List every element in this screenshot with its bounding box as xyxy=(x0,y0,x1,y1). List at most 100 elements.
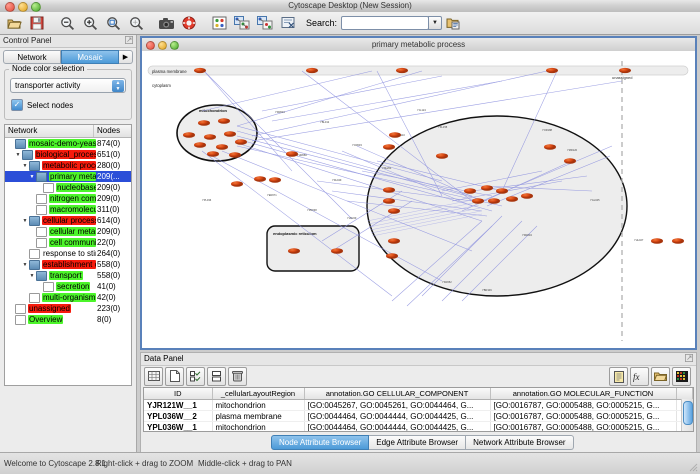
import-table-button[interactable] xyxy=(651,367,670,386)
lifesaver-icon xyxy=(182,16,196,30)
magnifier-minus-icon xyxy=(60,16,74,30)
attribute-table-body: YJR121W__1 mitochondrion [GO:0045267, GO:0… xyxy=(144,399,693,431)
resize-grip-icon[interactable] xyxy=(689,463,698,472)
tree-row[interactable]: ▼ primary metabolic process209(... xyxy=(5,171,131,182)
function-builder-button[interactable]: fx xyxy=(630,367,649,386)
tab-mosaic[interactable]: Mosaic xyxy=(61,50,119,64)
scrollbar-thumb[interactable] xyxy=(683,401,693,425)
tree-row[interactable]: ▼ transport 558(0) xyxy=(5,270,131,281)
tree-row-name: response to stimulus xyxy=(5,248,96,259)
tree-row[interactable]: Overview 8(0) xyxy=(5,314,131,325)
search-options-button[interactable] xyxy=(442,12,464,34)
heatmap-button[interactable] xyxy=(672,367,691,386)
new-attribute-button[interactable] xyxy=(165,366,184,386)
table-cell: [GO:0016787, GO:0005488, GO:0005215, G..… xyxy=(490,421,677,431)
tree-row[interactable]: cell communication22(0) xyxy=(5,237,131,248)
close-icon[interactable] xyxy=(146,41,155,50)
help-button[interactable] xyxy=(178,12,200,34)
zoom-display-all-button[interactable] xyxy=(125,12,147,34)
tree-row[interactable]: ▼ metabolic process280(0) xyxy=(5,160,131,171)
select-first-neighbors-button[interactable] xyxy=(231,12,253,34)
tree-row[interactable]: multi-organism proce42(0) xyxy=(5,292,131,303)
tree-row[interactable]: ▼ biological_process 651(0) xyxy=(5,149,131,160)
window-title: Cytoscape Desktop (New Session) xyxy=(288,1,412,10)
select-attributes-button[interactable] xyxy=(186,366,205,386)
select-nodes-checkbox[interactable]: ✓ xyxy=(11,99,23,111)
leaf-icon xyxy=(29,248,40,259)
tab-node-attribute-browser[interactable]: Node Attribute Browser xyxy=(271,435,370,450)
network-nodes[interactable] xyxy=(183,67,684,259)
list-attributes-button[interactable] xyxy=(207,366,226,386)
select-nodes-row[interactable]: ✓ Select nodes xyxy=(11,99,126,111)
svg-text:YDR204: YDR204 xyxy=(522,233,532,237)
minimize-icon[interactable] xyxy=(18,2,28,12)
column-header[interactable]: _cellularLayoutRegion xyxy=(212,388,305,400)
tree-row-name: nucleobase-containing xyxy=(5,182,96,193)
tab-network-attribute-browser[interactable]: Network Attribute Browser xyxy=(466,435,574,450)
network-graph[interactable]: plasma membrane cytoplasm mitochondrion … xyxy=(142,51,695,348)
tree-row[interactable]: mosaic-demo-yeast 874(0) xyxy=(5,138,131,149)
svg-text:YDL049: YDL049 xyxy=(332,178,342,182)
export-image-button[interactable] xyxy=(155,12,177,34)
show-grid-button[interactable] xyxy=(208,12,230,34)
save-session-button[interactable] xyxy=(26,12,48,34)
compartment-label-mitochondrion: mitochondrion xyxy=(199,108,228,113)
table-row[interactable]: YPL036W__1 mitochondrion [GO:0044464, GO:0… xyxy=(144,421,693,431)
new-network-from-selection-button[interactable] xyxy=(254,12,276,34)
chevron-down-icon[interactable]: ▼ xyxy=(428,16,443,30)
table-cell: [GO:0016787, GO:0005488, GO:0005215, G..… xyxy=(490,410,677,422)
table-row[interactable]: YJR121W__1 mitochondrion [GO:0045267, GO:0… xyxy=(144,399,693,411)
tab-network[interactable]: Network xyxy=(3,50,61,64)
twisty-expanded-icon[interactable]: ▼ xyxy=(29,272,35,279)
close-icon[interactable] xyxy=(5,2,15,12)
svg-text:YLR229: YLR229 xyxy=(347,216,357,220)
table-cell: [GO:0016787, GO:0005488, GO:0005215, G..… xyxy=(490,399,677,411)
chevron-right-icon[interactable]: ▶ xyxy=(119,50,133,64)
show-all-button[interactable] xyxy=(609,367,628,386)
open-file-button[interactable] xyxy=(3,12,25,34)
tree-row-count: 209(0) xyxy=(97,194,121,203)
table-row[interactable]: YPL036W__2 plasma membrane [GO:0044464, GO… xyxy=(144,410,693,422)
tree-row[interactable]: cellular metabolic p209(0) xyxy=(5,226,131,237)
zoom-in-button[interactable] xyxy=(79,12,101,34)
twisty-expanded-icon[interactable]: ▼ xyxy=(22,217,28,224)
tab-edge-attribute-browser[interactable]: Edge Attribute Browser xyxy=(369,435,467,450)
destroy-view-button[interactable] xyxy=(277,12,299,34)
magnifier-plus-icon xyxy=(83,16,97,30)
tree-row[interactable]: ▼ cellular process 614(0) xyxy=(5,215,131,226)
node-color-attribute-select[interactable]: transporter activity ▲ ▼ xyxy=(10,78,126,93)
select-all-attributes-button[interactable] xyxy=(144,366,163,386)
search-label: Search: xyxy=(306,18,338,28)
zoom-out-button[interactable] xyxy=(56,12,78,34)
column-header[interactable]: annotation.GO MOLECULAR_FUNCTION xyxy=(490,388,677,400)
twisty-expanded-icon[interactable]: ▼ xyxy=(22,261,28,268)
zoom-selected-button[interactable] xyxy=(102,12,124,34)
tree-row[interactable]: nucleobase-containing209(0) xyxy=(5,182,131,193)
attribute-table: ID _cellularLayoutRegion annotation.GO CEL… xyxy=(144,388,693,431)
tree-row-name: ▼ cellular process xyxy=(5,215,96,226)
network-tree[interactable]: Network Nodes mosaic-demo-yeast 874(0) ▼ bi… xyxy=(4,124,132,386)
minimize-icon[interactable] xyxy=(158,41,167,50)
column-header[interactable]: annotation.GO CELLULAR_COMPONENT xyxy=(304,388,491,400)
tree-row[interactable]: response to stimulus264(0) xyxy=(5,248,131,259)
network-canvas[interactable]: plasma membrane cytoplasm mitochondrion … xyxy=(142,51,695,348)
column-header[interactable]: ID xyxy=(144,388,213,400)
attribute-table-scrollbar[interactable] xyxy=(681,399,693,431)
twisty-expanded-icon[interactable]: ▼ xyxy=(15,151,21,158)
tree-row[interactable]: nitrogen compound me209(0) xyxy=(5,193,131,204)
float-panel-icon[interactable] xyxy=(685,354,693,362)
delete-attribute-button[interactable] xyxy=(228,366,247,386)
folder-icon xyxy=(29,259,40,270)
tree-row-label: mosaic-demo-yeast xyxy=(28,139,96,148)
tree-row[interactable]: macromolecule meta311(0) xyxy=(5,204,131,215)
attribute-table-container[interactable]: ID _cellularLayoutRegion annotation.GO CEL… xyxy=(143,387,694,432)
maximize-icon[interactable] xyxy=(170,41,179,50)
twisty-expanded-icon[interactable]: ▼ xyxy=(22,162,28,169)
maximize-icon[interactable] xyxy=(31,2,41,12)
float-panel-icon[interactable] xyxy=(125,36,133,44)
tree-row[interactable]: ▼ establishment of loca558(0) xyxy=(5,259,131,270)
tree-row[interactable]: unassigned 223(0) xyxy=(5,303,131,314)
search-input[interactable] xyxy=(341,16,430,30)
twisty-expanded-icon[interactable]: ▼ xyxy=(29,173,35,180)
tree-row[interactable]: secretion 41(0) xyxy=(5,281,131,292)
